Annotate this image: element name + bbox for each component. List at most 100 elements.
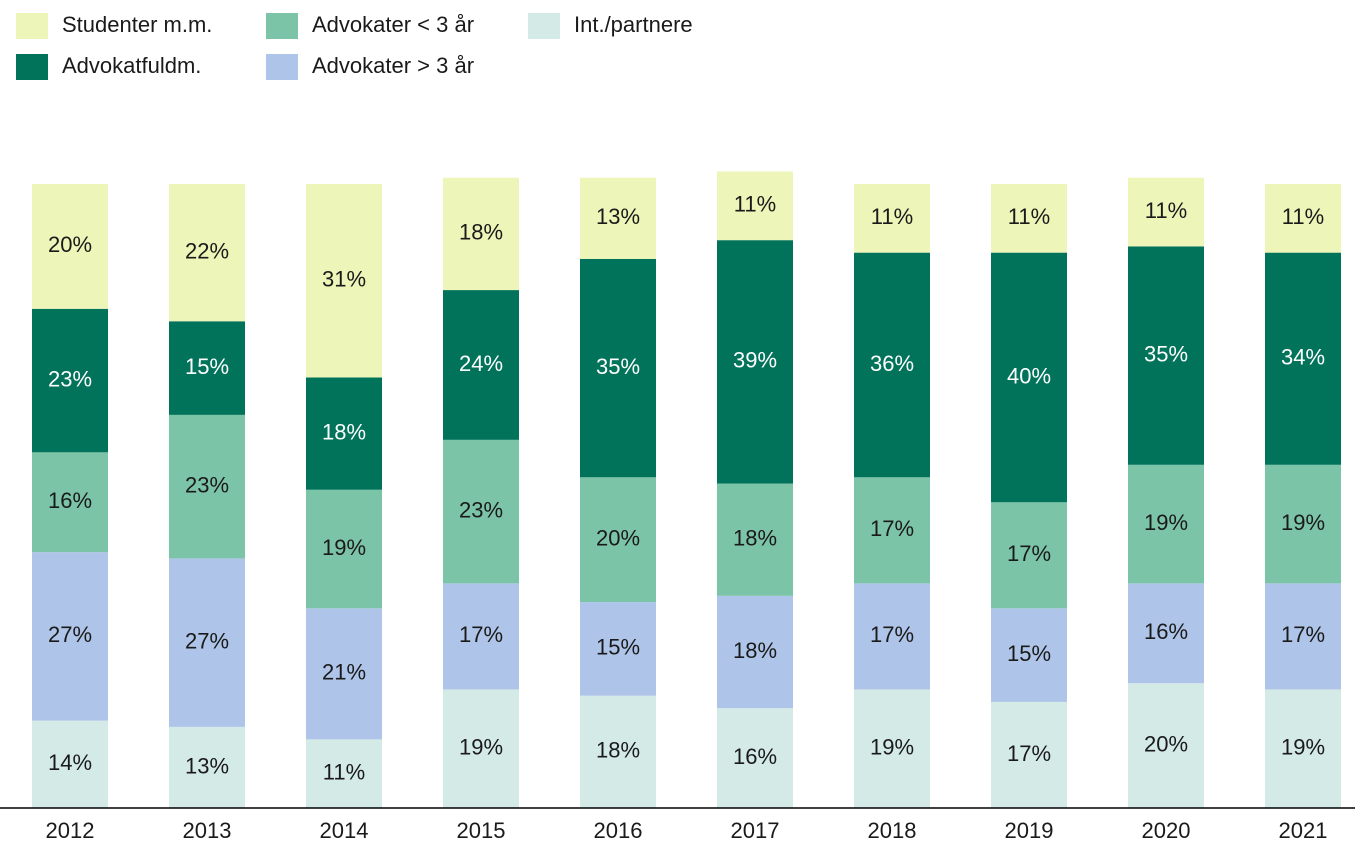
value-label: 35% [596, 354, 640, 379]
bar-segment [306, 739, 382, 808]
legend-swatch [16, 13, 48, 39]
value-label: 23% [185, 472, 229, 497]
value-label: 27% [48, 622, 92, 647]
bar-segment [443, 439, 519, 584]
bar-segment [1128, 246, 1204, 465]
x-tick-label: 2015 [457, 818, 506, 843]
bar-segment [1265, 184, 1341, 253]
value-label: 11% [323, 759, 365, 784]
value-label: 17% [870, 622, 914, 647]
value-label: 35% [1144, 341, 1188, 366]
value-label: 40% [1007, 363, 1051, 388]
value-label: 20% [48, 232, 92, 257]
bar-segment [1265, 689, 1341, 808]
bar-segment [32, 452, 108, 553]
value-label: 17% [459, 622, 503, 647]
bar-segment [169, 321, 245, 415]
bar-segment [306, 377, 382, 490]
bar-segment [169, 414, 245, 559]
bar-segment [443, 177, 519, 291]
x-tick-label: 2018 [868, 818, 917, 843]
value-label: 17% [1007, 741, 1051, 766]
x-tick-label: 2016 [594, 818, 643, 843]
value-label: 18% [459, 220, 503, 245]
bar-segment [854, 184, 930, 253]
bar-segment [854, 477, 930, 584]
legend-label: Advokatfuldm. [62, 53, 201, 78]
bar-segment [169, 558, 245, 727]
bar-segment [443, 290, 519, 440]
value-label: 23% [48, 366, 92, 391]
x-tick-label: 2019 [1005, 818, 1054, 843]
bar-segment [717, 171, 793, 241]
legend-label: Int./partnere [574, 12, 693, 37]
x-tick-label: 2021 [1279, 818, 1328, 843]
bar-segment [443, 689, 519, 808]
bar-segment [32, 308, 108, 453]
bar-segment [580, 177, 656, 259]
x-tick-label: 2020 [1142, 818, 1191, 843]
bar-segment [854, 583, 930, 690]
legend-label: Studenter m.m. [62, 12, 212, 37]
value-label: 23% [459, 497, 503, 522]
bar-segment [717, 240, 793, 484]
value-label: 13% [596, 204, 640, 229]
bar-segment [991, 502, 1067, 609]
value-label: 19% [459, 735, 503, 760]
bar-segment [717, 483, 793, 596]
value-label: 16% [733, 744, 777, 769]
value-label: 34% [1281, 345, 1325, 370]
legend-label: Advokater < 3 år [312, 12, 474, 37]
bar-segment [443, 583, 519, 690]
value-label: 18% [733, 525, 777, 550]
x-tick-label: 2014 [320, 818, 369, 843]
bar-segment [1265, 583, 1341, 690]
bar-segment [991, 184, 1067, 253]
value-label: 20% [596, 525, 640, 550]
value-label: 18% [322, 419, 366, 444]
bar-segment [991, 608, 1067, 702]
bar-segment [580, 258, 656, 478]
bar-segment [32, 552, 108, 721]
x-tick-label: 2012 [46, 818, 95, 843]
bar-segment [854, 689, 930, 808]
value-label: 19% [322, 535, 366, 560]
legend-swatch [528, 13, 560, 39]
value-label: 31% [322, 267, 366, 292]
value-label: 17% [1007, 541, 1051, 566]
value-label: 17% [1281, 622, 1325, 647]
legend-swatch [266, 54, 298, 80]
bar-segment [1128, 177, 1204, 247]
value-label: 11% [871, 204, 913, 229]
bar-segment [580, 602, 656, 696]
bar-segment [580, 477, 656, 603]
bar-segment [717, 595, 793, 709]
bar-segment [991, 701, 1067, 808]
value-label: 21% [322, 660, 366, 685]
value-label: 13% [185, 753, 229, 778]
legend-swatch [266, 13, 298, 39]
bar-segment [306, 184, 382, 378]
bar-segment [1265, 464, 1341, 584]
value-label: 19% [1144, 510, 1188, 535]
value-label: 22% [185, 238, 229, 263]
value-label: 11% [1008, 204, 1050, 229]
value-label: 15% [1007, 641, 1051, 666]
bar-segment [580, 695, 656, 808]
value-label: 19% [870, 735, 914, 760]
value-label: 39% [733, 348, 777, 373]
value-label: 11% [1145, 198, 1187, 223]
value-label: 15% [185, 354, 229, 379]
value-label: 16% [1144, 619, 1188, 644]
bar-segment [991, 252, 1067, 503]
value-label: 36% [870, 351, 914, 376]
bar-segment [32, 184, 108, 309]
bar-segment [306, 489, 382, 609]
bar-segment [169, 184, 245, 322]
bar-segment [854, 252, 930, 478]
value-label: 14% [48, 750, 92, 775]
bar-segment [169, 726, 245, 808]
value-label: 19% [1281, 735, 1325, 760]
bar-segment [1128, 464, 1204, 584]
